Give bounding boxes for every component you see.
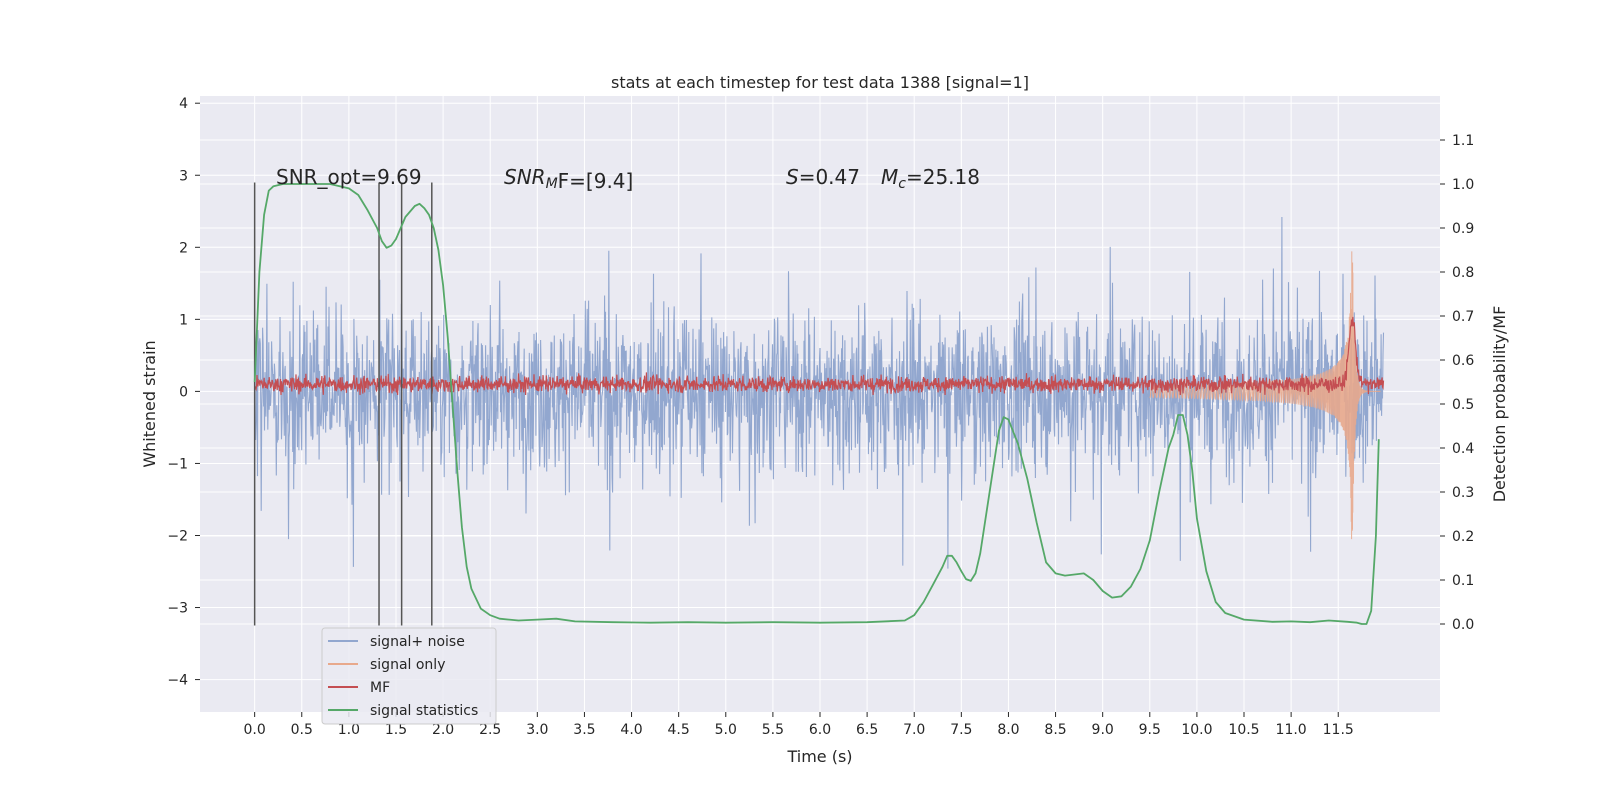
legend: signal+ noise signal only MF signal stat… [321, 627, 497, 725]
y-tick-label: 2 [179, 240, 188, 256]
legend-label-mf: MF [370, 680, 390, 696]
signal-statistics-line [253, 183, 1380, 625]
y2-axis-ticks: 1.1 1.0 0.9 0.8 0.7 0.6 0.5 0.4 0.3 0.2 0.1 0.0 [1440, 133, 1474, 633]
x-tick-label: 11.0 [1276, 722, 1307, 738]
annotation-s-rest: =0.47 [799, 165, 860, 189]
x-tick-label: 0.5 [291, 722, 313, 738]
y2-tick-label: 0.1 [1452, 573, 1474, 589]
x-tick-label: 8.5 [1044, 722, 1066, 738]
x-tick-label: 5.5 [762, 722, 784, 738]
legend-label-signal-noise: signal+ noise [370, 634, 465, 650]
x-tick-label: 11.5 [1323, 722, 1354, 738]
x-axis-label: Time (s) [786, 747, 852, 766]
y2-tick-label: 0.4 [1452, 441, 1474, 457]
x-tick-label: 2.0 [432, 722, 454, 738]
y2-axis-label: Detection probability/MF [1490, 306, 1509, 503]
mf-line [254, 316, 1385, 396]
x-tick-label: 10.5 [1228, 722, 1259, 738]
x-tick-label: 1.0 [338, 722, 360, 738]
x-tick-label: 3.0 [526, 722, 548, 738]
annotation-mc: Mc=25.18 [881, 165, 980, 192]
y-axis-ticks: 4 3 2 1 0 −1 −2 −3 −4 [167, 96, 200, 689]
legend-box [321, 627, 497, 725]
series-signal-only [1149, 251, 1381, 540]
annotation-s-main: S [786, 165, 799, 189]
x-tick-label: 5.0 [715, 722, 737, 738]
chart-title: stats at each timestep for test data 138… [611, 73, 1029, 92]
y2-tick-label: 0.2 [1452, 529, 1474, 545]
annotation-snr-mf-main: SNR [504, 165, 546, 189]
x-tick-label: 6.5 [856, 722, 878, 738]
x-tick-label: 1.5 [385, 722, 407, 738]
y-tick-label: −3 [167, 601, 188, 617]
x-tick-label: 8.0 [997, 722, 1019, 738]
y2-tick-label: 0.8 [1452, 265, 1474, 281]
y-tick-label: 3 [179, 168, 188, 184]
annotation-mc-main: M [881, 165, 898, 189]
y2-tick-label: 0.0 [1452, 617, 1474, 633]
y2-tick-label: 0.7 [1452, 309, 1474, 325]
series-signal-statistics [253, 183, 1380, 625]
legend-label-signal-only: signal only [370, 657, 445, 673]
y2-tick-label: 1.1 [1452, 133, 1474, 149]
y-axis-label: Whitened strain [140, 340, 159, 467]
marker-lines [253, 182, 433, 626]
x-tick-label: 4.0 [620, 722, 642, 738]
x-tick-label: 7.0 [903, 722, 925, 738]
annotation-s: S=0.47 [786, 165, 860, 189]
y2-tick-label: 1.0 [1452, 177, 1474, 193]
annotation-snr-mf-sub: M [546, 176, 558, 192]
y2-tick-label: 0.9 [1452, 221, 1474, 237]
x-tick-label: 10.0 [1181, 722, 1212, 738]
annotation-mc-rest: =25.18 [906, 165, 980, 189]
y-tick-label: −1 [167, 456, 188, 472]
y-tick-label: 1 [179, 312, 188, 328]
y-tick-label: 4 [179, 96, 188, 112]
y2-tick-label: 0.6 [1452, 353, 1474, 369]
annotation-mc-sub: c [898, 176, 906, 192]
x-tick-label: 3.5 [573, 722, 595, 738]
y-tick-label: −2 [167, 528, 188, 544]
y-tick-label: 0 [179, 384, 188, 400]
y-tick-label: −4 [167, 673, 188, 689]
x-tick-label: 0.0 [244, 722, 266, 738]
x-tick-label: 2.5 [479, 722, 501, 738]
y2-tick-label: 0.5 [1452, 397, 1474, 413]
x-axis-ticks: 0.0 0.5 1.0 1.5 2.0 2.5 3.0 3.5 4.0 4.5 5.0 5.5 6.0 6… [244, 712, 1354, 738]
annotation-snr-mf-rest: F=[9.4] [558, 169, 634, 193]
y2-tick-label: 0.3 [1452, 485, 1474, 501]
x-tick-label: 9.0 [1092, 722, 1114, 738]
legend-label-signal-statistics: signal statistics [370, 703, 478, 719]
series-mf [254, 316, 1385, 396]
x-tick-label: 7.5 [950, 722, 972, 738]
annotation-snr-opt: SNR_opt=9.69 [276, 165, 422, 189]
x-tick-label: 9.5 [1139, 722, 1161, 738]
signal-only-line [1149, 251, 1381, 540]
annotation-snr-mf: SNRMF=[9.4] [504, 165, 633, 193]
x-tick-label: 6.0 [809, 722, 831, 738]
x-tick-label: 4.5 [668, 722, 690, 738]
